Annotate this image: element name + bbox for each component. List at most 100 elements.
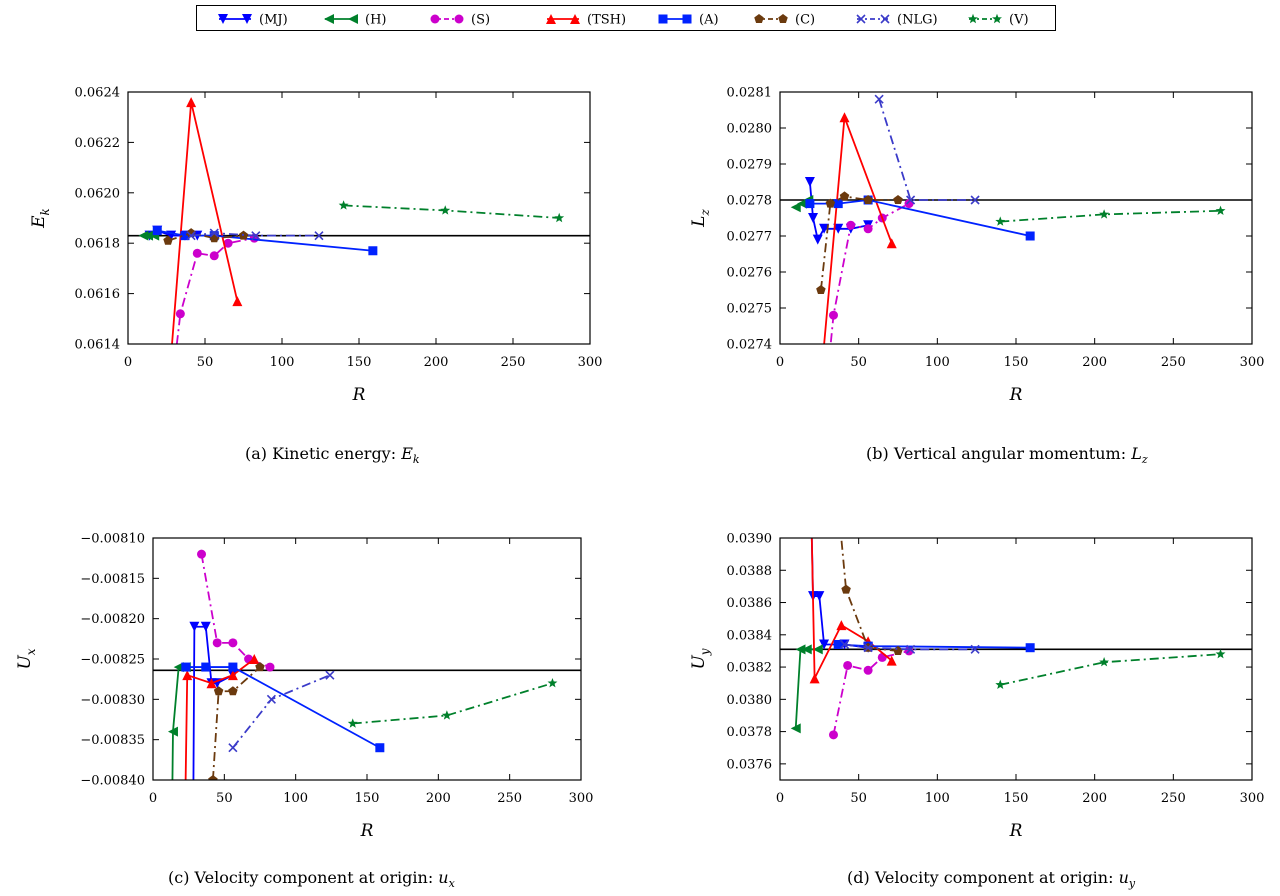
- series-group: [790, 520, 1226, 740]
- chart-velocity-ux: 0 50 100 150 200 250 300 −0.00840 −0.00835 −0.008…: [15, 532, 594, 842]
- data-point: [173, 662, 184, 673]
- data-point: [266, 694, 276, 704]
- y-tick-label: 0.0620: [75, 186, 121, 201]
- data-point: [554, 212, 565, 223]
- x-axis-label: R: [352, 385, 366, 405]
- data-point: [325, 670, 335, 680]
- data-point: [251, 231, 261, 241]
- data-point: [790, 723, 801, 734]
- data-point: [839, 639, 850, 650]
- y-tick-label: −0.00815: [80, 572, 145, 587]
- data-point: [841, 584, 851, 594]
- data-point: [368, 246, 378, 256]
- data-point: [806, 520, 816, 527]
- data-point: [995, 679, 1006, 690]
- y-tick-label: 0.0390: [727, 532, 773, 547]
- y-tick-label: −0.00820: [80, 612, 145, 627]
- legend-entry: (NLG): [856, 13, 938, 28]
- data-point: [1099, 209, 1110, 219]
- legend-marker: [658, 14, 668, 24]
- data-point: [314, 231, 324, 241]
- data-point: [863, 643, 873, 653]
- x-tick-label: 150: [347, 355, 372, 370]
- series-line: [200, 553, 271, 668]
- data-point: [186, 231, 196, 241]
- data-point: [182, 670, 193, 681]
- data-point: [825, 198, 836, 208]
- legend-marker: [546, 14, 556, 24]
- data-point: [192, 248, 202, 258]
- y-axis-label: Ux: [15, 648, 38, 669]
- x-tick-label: 100: [270, 355, 295, 370]
- x-tick-label: 50: [850, 355, 867, 370]
- legend-marker: [348, 14, 358, 24]
- data-point: [804, 177, 815, 187]
- data-point: [163, 235, 173, 245]
- data-point: [828, 310, 838, 320]
- legend-marker: [778, 14, 788, 24]
- x-tick-label: 300: [569, 791, 594, 806]
- series-line: [185, 666, 381, 749]
- y-tick-label: −0.00835: [80, 733, 145, 748]
- y-tick-label: 0.0281: [727, 86, 773, 101]
- y-tick-label: 0.0624: [75, 86, 121, 101]
- data-point: [347, 718, 358, 728]
- data-point: [200, 621, 211, 632]
- series-group: [138, 97, 565, 399]
- y-axis-label: Ek: [29, 208, 52, 229]
- series-line: [829, 202, 910, 344]
- data-point: [255, 662, 265, 672]
- data-point: [440, 205, 451, 215]
- series-line: [212, 666, 261, 780]
- data-point: [819, 223, 830, 234]
- data-point: [189, 621, 200, 632]
- x-tick-label: 0: [149, 791, 157, 806]
- y-axis-label: Uy: [689, 648, 712, 669]
- x-tick-label: 150: [1004, 791, 1029, 806]
- x-tick-label: 100: [925, 355, 950, 370]
- data-point: [197, 549, 207, 559]
- axis-ticks: 0 50 100 150 200 250 300 0.0614 0.0616 0.0618 0.06…: [75, 86, 603, 371]
- legend-marker: [324, 14, 334, 24]
- data-point: [809, 673, 820, 684]
- caption-d: (d) Velocity component at origin: uy: [847, 868, 1136, 891]
- data-point: [163, 389, 173, 399]
- data-point: [874, 94, 884, 104]
- series-line: [191, 232, 319, 237]
- data-point: [846, 220, 856, 230]
- legend-label: (V): [1009, 13, 1029, 28]
- data-point: [1215, 648, 1226, 659]
- y-tick-label: 0.0280: [727, 122, 773, 137]
- legend-marker: [454, 14, 464, 24]
- series-line: [175, 237, 255, 344]
- data-point: [886, 655, 897, 666]
- data-point: [212, 638, 222, 648]
- legend-entry: (V): [968, 13, 1029, 28]
- data-point: [808, 213, 819, 223]
- y-tick-label: 0.0384: [727, 628, 773, 643]
- series-line: [1000, 653, 1221, 686]
- x-tick-label: 50: [216, 791, 233, 806]
- series-line: [840, 538, 899, 652]
- data-point: [1025, 231, 1035, 241]
- series-line: [192, 625, 234, 780]
- x-tick-label: 300: [1240, 355, 1265, 370]
- y-tick-label: −0.00825: [80, 653, 145, 668]
- data-point: [812, 234, 823, 245]
- series-line: [878, 98, 976, 201]
- y-tick-label: 0.0622: [75, 136, 121, 151]
- data-point: [835, 520, 845, 526]
- data-point: [375, 743, 385, 753]
- legend-svg: (MJ) (H) (S) (TSH) (A) (C) (NLG) (V): [218, 13, 1029, 28]
- panel-d: 0 50 100 150 200 250 300 0.0376 0.0378 0.0380 0.03…: [680, 520, 1270, 850]
- data-point: [206, 678, 217, 689]
- y-tick-label: 0.0616: [75, 287, 121, 302]
- chart-velocity-uy: 0 50 100 150 200 250 300 0.0376 0.0378 0.0380 0.03…: [689, 520, 1265, 842]
- data-point: [816, 375, 826, 385]
- x-tick-label: 200: [1082, 355, 1107, 370]
- data-point: [814, 591, 825, 602]
- axis-ticks: 0 50 100 150 200 250 300 0.0376 0.0378 0.0380 0.03…: [727, 532, 1265, 807]
- data-point: [806, 520, 816, 527]
- series-group: [167, 549, 558, 780]
- x-tick-label: 0: [776, 791, 784, 806]
